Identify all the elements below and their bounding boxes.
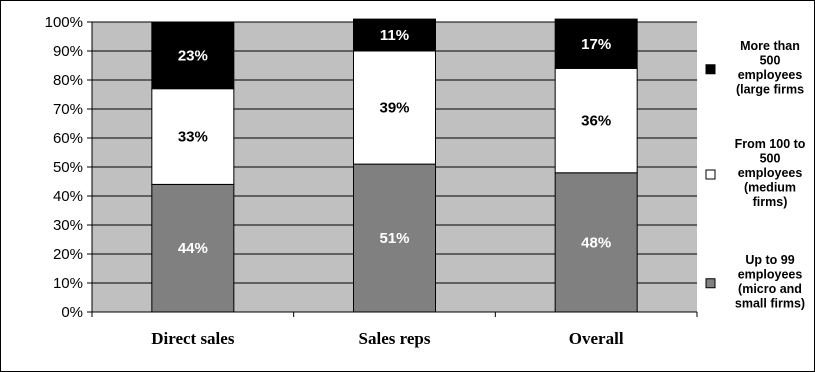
legend-label: employees [738,68,803,82]
category-label: Overall [569,329,624,348]
bar-segment [353,163,436,313]
data-label: 48% [581,234,611,251]
legend-label: small firms) [735,297,805,311]
y-tick-label: 60% [53,130,83,147]
bar-segment [554,172,638,313]
bar-segment [554,18,638,69]
legend-label: (micro and [738,282,802,296]
y-tick-label: 20% [53,246,83,263]
legend-label: 500 [760,54,781,68]
category-label: Sales reps [359,329,431,348]
data-label: 23% [178,47,208,64]
bar-segment [151,21,235,90]
data-label: 17% [581,36,611,53]
bar-segment [554,67,638,174]
data-label: 44% [178,240,208,257]
y-tick-label: 30% [53,217,83,234]
y-tick-label: 100% [45,14,83,31]
legend-swatch [705,64,716,75]
y-tick-label: 80% [53,72,83,89]
legend-label: (large firms [736,83,804,97]
bar-segment [151,88,235,185]
legend-label: From 100 to [735,137,806,151]
legend-label: More than [740,39,800,53]
legend-label: employees [738,166,803,180]
bar-segment [353,50,436,165]
bar-segment [151,183,235,313]
data-label: 11% [380,27,409,44]
legend-label: Up to 99 [745,253,794,267]
y-tick-label: 50% [53,159,83,176]
category-label: Direct sales [151,329,235,348]
y-tick-label: 90% [53,43,83,60]
legend-label: 500 [760,152,781,166]
y-tick-label: 10% [53,275,83,292]
y-tick-label: 70% [53,101,83,118]
legend-label: firms) [753,195,788,209]
data-label: 33% [178,129,208,146]
y-tick-label: 40% [53,188,83,205]
y-tick-label: 0% [61,304,83,321]
legend-label: employees [738,268,803,282]
legend-swatch [705,278,716,289]
legend-swatch [705,169,716,180]
data-label: 36% [581,113,611,130]
data-label: 51% [379,230,409,247]
bar-segment [353,18,436,52]
data-label: 39% [379,100,409,117]
legend-label: (medium [744,181,796,195]
